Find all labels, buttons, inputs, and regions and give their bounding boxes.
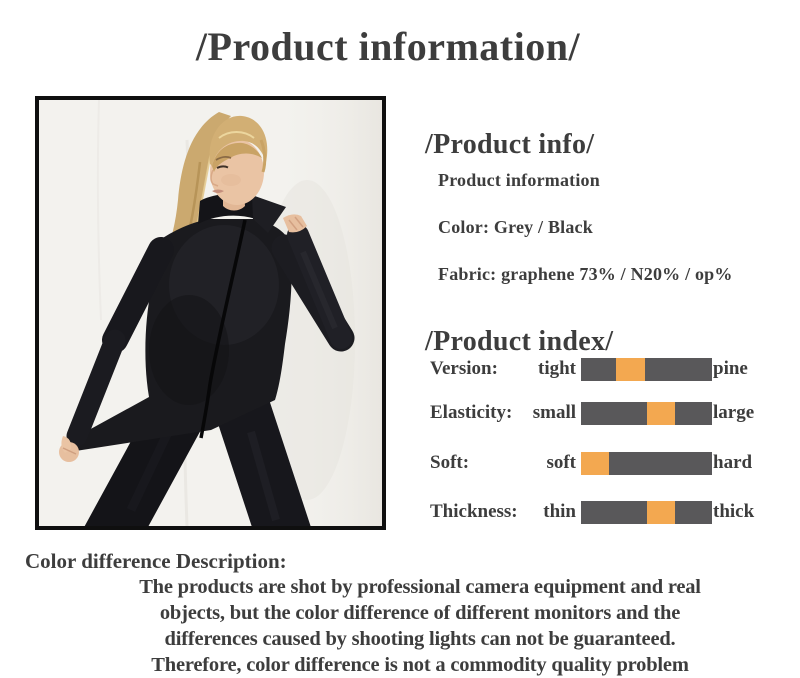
spec-max-version: pine <box>713 358 748 379</box>
page-title: /Product information/ <box>195 23 581 69</box>
desc-line: differences caused by shooting lights ca… <box>164 628 676 650</box>
spec-row-soft: Soft: soft hard <box>425 450 800 476</box>
spec-bar-version <box>581 357 712 381</box>
product-info-title: /Product info/ <box>425 129 595 161</box>
spec-min-version: tight <box>538 358 576 379</box>
spec-bar-elasticity <box>581 401 712 425</box>
desc-line: Therefore, color difference is not a com… <box>151 654 689 676</box>
woman-figure <box>59 112 355 526</box>
spec-row-thickness: Thickness: thin thick <box>425 499 800 525</box>
spec-min-thickness: thin <box>543 501 576 522</box>
spec-label-thickness: Thickness: <box>430 501 518 522</box>
spec-row-version: Version: tight pine <box>425 356 800 382</box>
spec-bar-indicator <box>581 451 609 475</box>
spec-max-elasticity: large <box>713 402 755 423</box>
spec-label-soft: Soft: <box>430 452 470 473</box>
spec-label-elasticity: Elasticity: <box>430 402 513 423</box>
spec-bar-indicator <box>647 500 676 524</box>
zipper-line <box>199 219 247 439</box>
spec-bar-soft <box>581 451 712 475</box>
info-line-product-information: Product information <box>438 170 600 190</box>
spec-row-elasticity: Elasticity: small large <box>425 400 800 426</box>
product-photo <box>35 96 386 530</box>
spec-bar-thickness <box>581 500 712 524</box>
info-line-fabric: Fabric: graphene 73% / N20% / op% <box>438 264 733 284</box>
spec-bar-indicator <box>647 401 676 425</box>
spec-label-version: Version: <box>430 358 498 379</box>
color-difference-heading: Color difference Description: <box>25 549 287 573</box>
desc-line: The products are shot by professional ca… <box>139 576 701 598</box>
spec-bar-indicator <box>615 357 645 381</box>
desc-line: objects, but the color difference of dif… <box>159 602 681 624</box>
product-index-title: /Product index/ <box>425 326 614 358</box>
spec-max-thickness: thick <box>713 501 755 522</box>
spec-min-elasticity: small <box>532 402 576 423</box>
spec-max-soft: hard <box>713 452 753 473</box>
woman-model-illustration <box>39 100 382 526</box>
info-line-color: Color: Grey / Black <box>438 217 593 237</box>
spec-min-soft: soft <box>546 452 576 473</box>
color-difference-text: The products are shot by professional ca… <box>70 574 770 678</box>
